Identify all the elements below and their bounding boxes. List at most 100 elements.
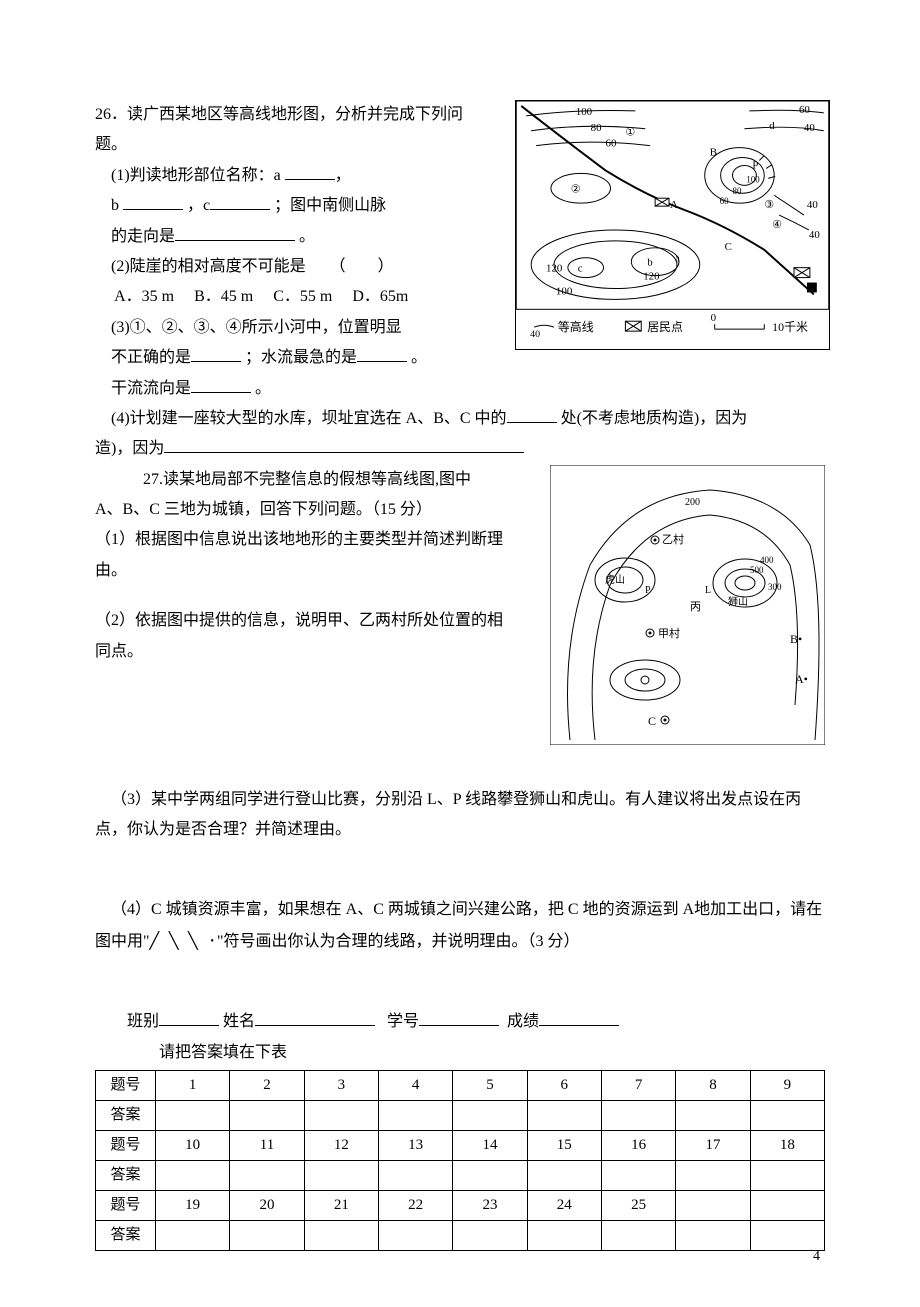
class-input[interactable] <box>159 1010 219 1026</box>
empty-cell <box>750 1191 824 1221</box>
blank[interactable] <box>164 437 524 453</box>
table-row: 答案 <box>96 1221 825 1251</box>
qnum: 4 <box>378 1071 452 1101</box>
qnum: 7 <box>601 1071 675 1101</box>
svg-text:C: C <box>648 714 656 728</box>
answer-cell[interactable] <box>156 1221 230 1251</box>
qnum: 9 <box>750 1071 824 1101</box>
answer-cell[interactable] <box>453 1221 527 1251</box>
qnum: 12 <box>304 1131 378 1161</box>
answer-cell[interactable] <box>453 1161 527 1191</box>
q26-p1-line2: b ，c ；图中南侧山脉 <box>95 191 490 221</box>
q26-stem: 26．读广西某地区等高线地形图，分析并完成下列问题。 <box>95 100 490 161</box>
q26-block: 26．读广西某地区等高线地形图，分析并完成下列问题。 (1)判读地形部位名称：a… <box>95 100 825 404</box>
q27-stem-b: A、B、C 三地为城镇，回答下列问题。（15 分） <box>95 495 515 525</box>
svg-text:虎山: 虎山 <box>605 574 625 586</box>
answer-cell[interactable] <box>230 1221 304 1251</box>
q27-stem-a: 27.读某地局部不完整信息的假想等高线图,图中 <box>95 465 515 495</box>
answer-cell[interactable] <box>750 1161 824 1191</box>
page-number: 4 <box>813 1244 820 1271</box>
answer-cell[interactable] <box>750 1101 824 1131</box>
answer-cell[interactable] <box>304 1101 378 1131</box>
q26-p2: (2)陡崖的相对高度不可能是 （ ） <box>95 252 490 282</box>
q27-p3: （3）某中学两组同学进行登山比赛，分别沿 L、P 线路攀登狮山和虎山。有人建议将… <box>95 785 825 846</box>
id-input[interactable] <box>419 1010 499 1026</box>
table-row: 题号 10 11 12 13 14 15 16 17 18 <box>96 1131 825 1161</box>
svg-text:60: 60 <box>606 138 617 150</box>
svg-text:120: 120 <box>546 263 563 275</box>
qnum: 18 <box>750 1131 824 1161</box>
qnum: 25 <box>601 1191 675 1221</box>
answer-cell[interactable] <box>304 1161 378 1191</box>
answer-cell[interactable] <box>378 1161 452 1191</box>
blank[interactable] <box>357 346 407 362</box>
qnum: 6 <box>527 1071 601 1101</box>
answer-cell[interactable] <box>527 1161 601 1191</box>
blank[interactable] <box>191 346 241 362</box>
answer-cell[interactable] <box>378 1101 452 1131</box>
svg-text:狮山: 狮山 <box>728 595 748 608</box>
answer-cell[interactable] <box>230 1101 304 1131</box>
q27-map: 200 虎山 P 500 400 300 狮山 L 乙村 丙 甲村 <box>550 465 825 745</box>
answer-cell[interactable] <box>676 1101 750 1131</box>
q26-p1: (1)判读地形部位名称：a ， <box>95 161 490 191</box>
name-input[interactable] <box>255 1010 375 1026</box>
score-input[interactable] <box>539 1010 619 1026</box>
row-a-label: 答案 <box>96 1221 156 1251</box>
svg-text:②: ② <box>571 183 581 195</box>
svg-text:④: ④ <box>772 219 782 231</box>
qnum: 24 <box>527 1191 601 1221</box>
q26-p1c: ，c <box>187 197 210 214</box>
qnum: 16 <box>601 1131 675 1161</box>
answer-cell[interactable] <box>453 1101 527 1131</box>
student-info: 班别 姓名 学号 成绩 <box>95 1007 825 1037</box>
qnum: 10 <box>156 1131 230 1161</box>
q26-p3d: 。 <box>411 349 427 366</box>
answer-cell[interactable] <box>601 1161 675 1191</box>
answer-cell[interactable] <box>156 1161 230 1191</box>
svg-text:居民点: 居民点 <box>647 320 683 334</box>
blank[interactable] <box>285 164 335 180</box>
svg-text:40: 40 <box>809 229 820 241</box>
svg-text:100: 100 <box>576 106 593 118</box>
answer-cell[interactable] <box>230 1161 304 1191</box>
q27-p1: （1）根据图中信息说出该地地形的主要类型并简述判断理由。 <box>95 525 515 586</box>
q26-p3-line2: 不正确的是 ；水流最急的是 。 <box>95 343 490 373</box>
svg-text:③: ③ <box>764 199 774 211</box>
instruction: 请把答案填在下表 <box>95 1038 825 1068</box>
q26-p2-opts: A．35 m B．45 m C．55 m D．65m <box>95 282 490 312</box>
svg-text:B: B <box>710 147 717 159</box>
name-label: 姓名 <box>223 1013 255 1030</box>
svg-text:200: 200 <box>685 497 700 508</box>
svg-text:120: 120 <box>643 271 660 283</box>
q26-p4a: (4)计划建一座较大型的水库，坝址宜选在 A、B、C 中的 <box>111 410 507 427</box>
q26-p1b: b <box>111 197 123 214</box>
answer-cell[interactable] <box>156 1101 230 1131</box>
svg-text:80: 80 <box>733 186 742 196</box>
qnum: 17 <box>676 1131 750 1161</box>
row-q-label: 题号 <box>96 1191 156 1221</box>
answer-cell[interactable] <box>601 1101 675 1131</box>
answer-cell[interactable] <box>676 1161 750 1191</box>
answer-cell[interactable] <box>378 1221 452 1251</box>
svg-text:①: ① <box>625 127 635 139</box>
answer-cell[interactable] <box>304 1221 378 1251</box>
qnum: 13 <box>378 1131 452 1161</box>
svg-text:100: 100 <box>556 285 573 297</box>
qnum: 21 <box>304 1191 378 1221</box>
answer-cell[interactable] <box>601 1221 675 1251</box>
row-a-label: 答案 <box>96 1161 156 1191</box>
blank[interactable] <box>191 377 251 393</box>
blank[interactable] <box>123 194 183 210</box>
blank[interactable] <box>210 194 270 210</box>
q26-p4b: 处(不考虑地质构造)，因为 <box>561 410 748 427</box>
answer-cell[interactable] <box>527 1221 601 1251</box>
blank[interactable] <box>175 225 295 241</box>
q26-p1a: (1)判读地形部位名称：a <box>111 167 285 184</box>
q27-p4b: "符号画出你认为合理的线路，并说明理由。（3 分） <box>217 933 580 950</box>
blank[interactable] <box>507 407 557 423</box>
svg-text:40: 40 <box>807 199 818 211</box>
svg-text:d: d <box>769 120 775 132</box>
answer-cell[interactable] <box>527 1101 601 1131</box>
q26-p3b: 不正确的是 <box>111 349 191 366</box>
